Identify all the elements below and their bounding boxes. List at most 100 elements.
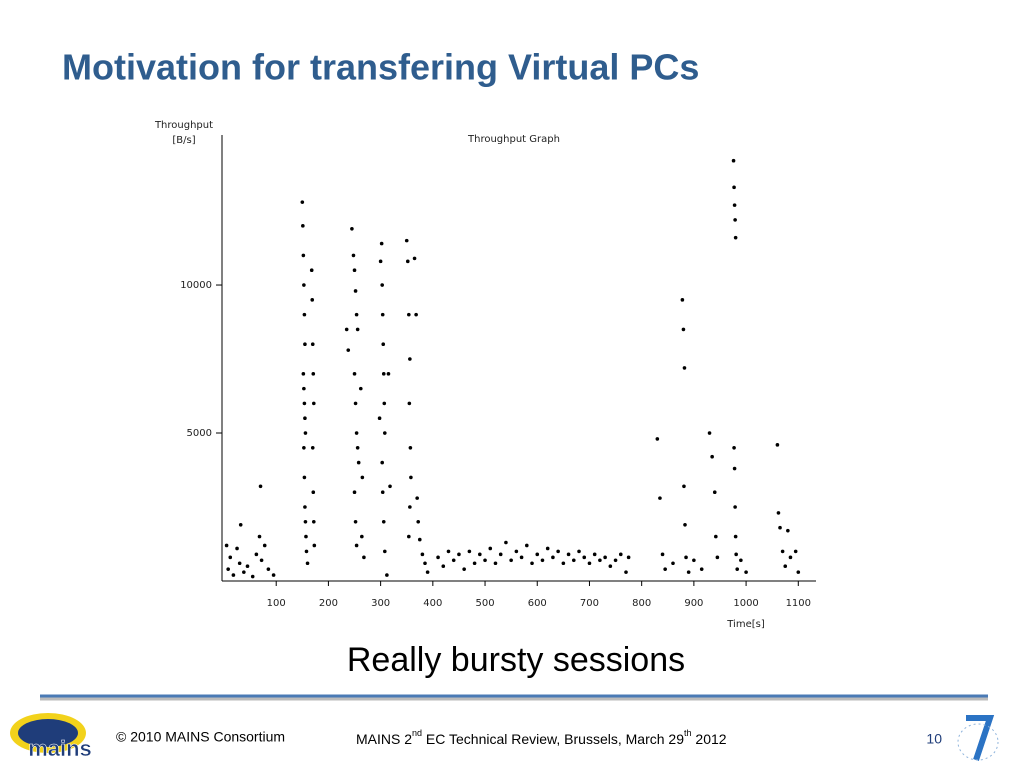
- x-tick-label: 1000: [733, 598, 758, 609]
- point: [353, 520, 358, 524]
- point: [409, 475, 413, 480]
- point: [354, 431, 359, 435]
- point: [301, 224, 305, 228]
- logo: mains: [10, 713, 92, 761]
- point: [415, 496, 419, 500]
- point: [250, 574, 255, 579]
- point: [355, 327, 360, 332]
- point: [407, 534, 411, 539]
- point: [407, 312, 411, 317]
- x-tick-label: 100: [267, 598, 286, 609]
- footer-part: MAINS 2: [356, 731, 412, 747]
- point: [302, 312, 307, 317]
- point: [658, 496, 662, 500]
- y-axis-label: Throughput: [154, 120, 213, 131]
- point: [671, 561, 675, 566]
- footer-part: EC Technical Review, Brussels, March 29: [422, 731, 684, 747]
- point: [238, 522, 243, 527]
- point: [303, 342, 307, 347]
- y-tick-label: 5000: [187, 428, 212, 439]
- point: [582, 555, 587, 560]
- point: [613, 558, 618, 563]
- x-tick-label: 300: [371, 598, 390, 609]
- point: [446, 549, 451, 554]
- point: [404, 238, 409, 243]
- point: [302, 386, 306, 391]
- point: [732, 466, 737, 471]
- point: [352, 372, 357, 376]
- point: [618, 552, 623, 557]
- point: [302, 401, 307, 406]
- point: [303, 416, 307, 421]
- point: [385, 573, 389, 577]
- point: [478, 552, 482, 557]
- point: [712, 490, 717, 495]
- point: [525, 543, 529, 548]
- point: [788, 555, 793, 560]
- point: [310, 298, 315, 302]
- point: [488, 546, 493, 551]
- point: [714, 534, 718, 539]
- point: [303, 520, 308, 524]
- point: [386, 372, 391, 376]
- point: [735, 567, 740, 571]
- point: [775, 443, 780, 447]
- fp7-seven: [966, 715, 995, 761]
- x-axis-label: Time[s]: [726, 619, 765, 630]
- point: [408, 446, 413, 450]
- fp7-logo: [957, 715, 999, 761]
- point: [303, 431, 308, 435]
- chart-title: Throughput Graph: [467, 134, 560, 145]
- point: [304, 534, 308, 539]
- point: [259, 558, 264, 563]
- point: [608, 564, 613, 569]
- point: [344, 327, 349, 332]
- point: [786, 528, 790, 533]
- point: [380, 283, 384, 287]
- point: [530, 561, 534, 566]
- point: [684, 555, 688, 560]
- point: [304, 549, 309, 554]
- point: [266, 567, 271, 571]
- point: [408, 505, 412, 509]
- point: [467, 549, 472, 554]
- point: [535, 552, 540, 557]
- point: [311, 490, 316, 495]
- point: [350, 226, 354, 231]
- x-tick-label: 800: [632, 598, 651, 609]
- point: [228, 555, 233, 560]
- point: [360, 534, 364, 539]
- point: [732, 185, 736, 190]
- point: [380, 312, 385, 317]
- point: [235, 546, 239, 551]
- point: [603, 555, 607, 560]
- point: [457, 552, 461, 557]
- point: [682, 484, 686, 489]
- point: [380, 490, 385, 495]
- logo-core: [18, 719, 78, 747]
- point: [381, 520, 386, 524]
- point: [356, 460, 361, 465]
- point: [312, 543, 317, 548]
- point: [360, 475, 365, 480]
- point: [436, 555, 440, 560]
- footer-center: MAINS 2nd EC Technical Review, Brussels,…: [356, 728, 727, 746]
- point: [303, 505, 307, 509]
- footer-left: © 2010 MAINS Consortium: [116, 729, 285, 745]
- point: [692, 558, 696, 563]
- x-tick-label: 700: [580, 598, 599, 609]
- point: [353, 401, 358, 406]
- point: [592, 552, 597, 557]
- point: [301, 372, 306, 376]
- point: [416, 520, 421, 524]
- point: [377, 416, 382, 421]
- point: [351, 253, 356, 258]
- point: [407, 401, 412, 406]
- point: [378, 259, 383, 264]
- point: [311, 520, 316, 524]
- point: [354, 543, 359, 548]
- point: [383, 431, 387, 435]
- point: [301, 253, 306, 258]
